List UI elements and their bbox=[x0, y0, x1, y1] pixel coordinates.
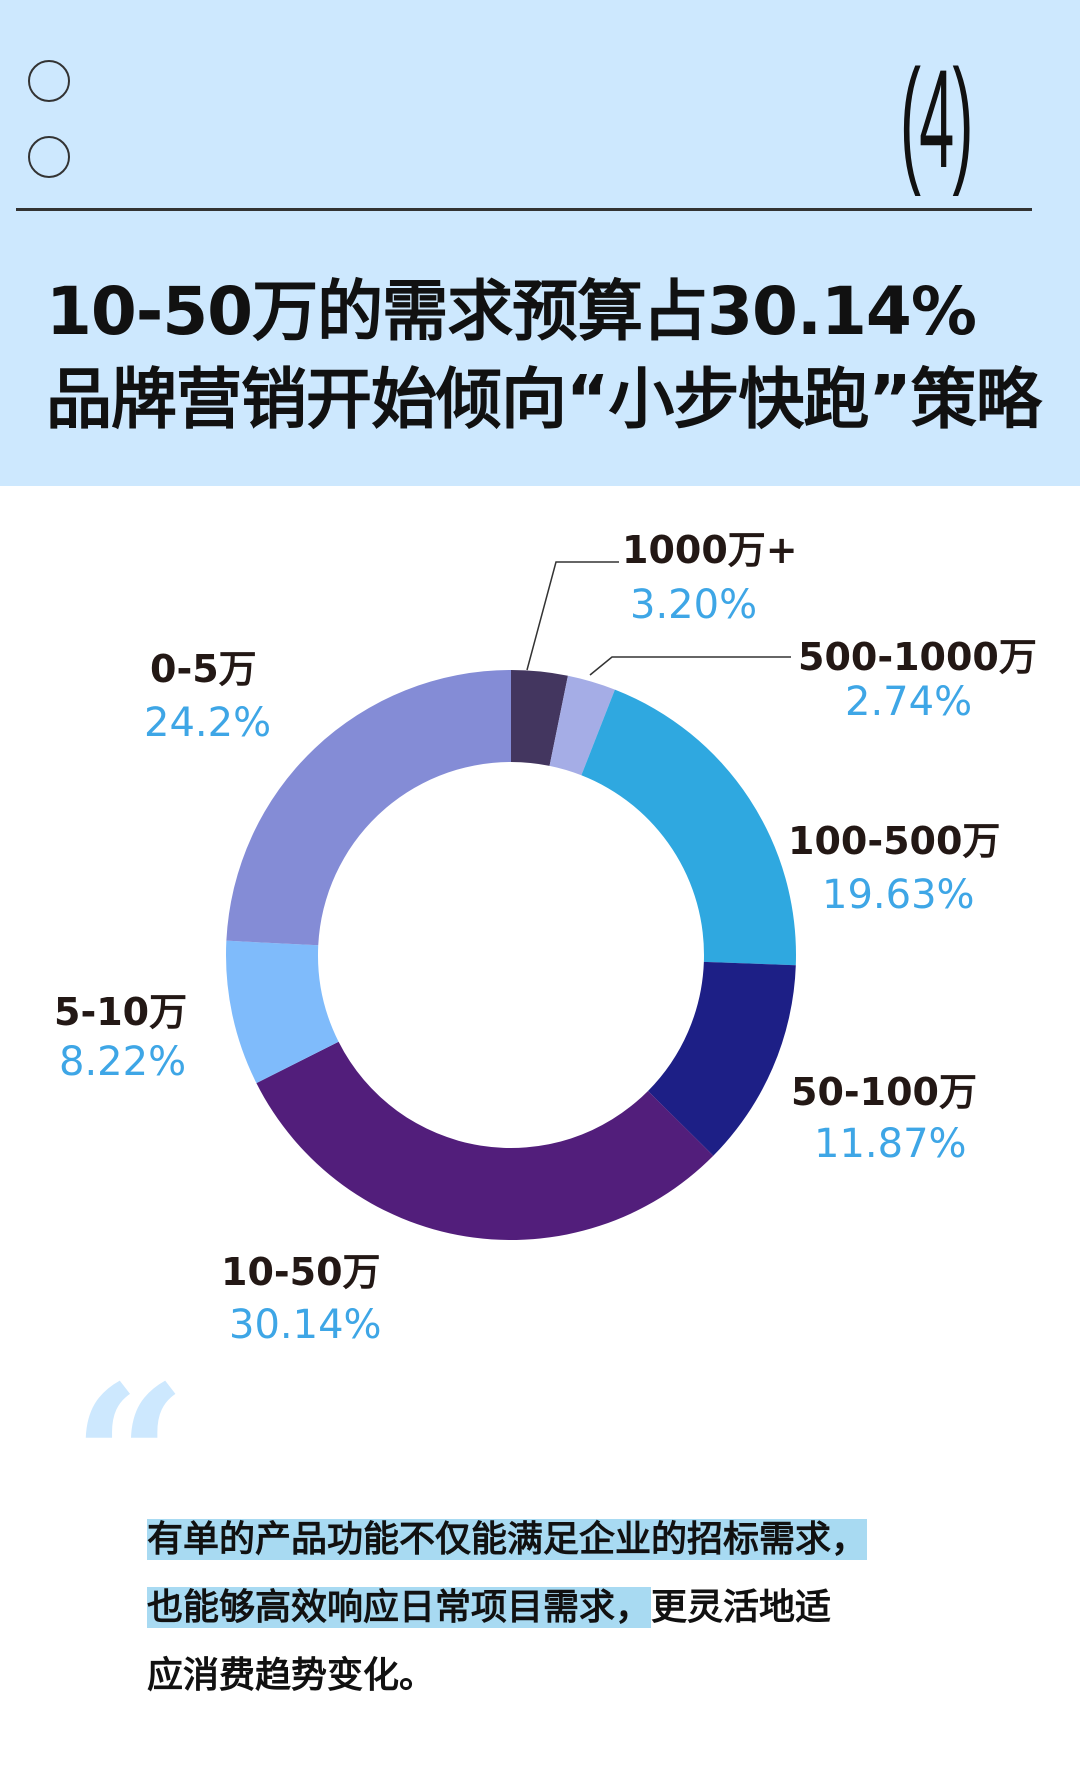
leader-line-500-1000 bbox=[589, 656, 791, 676]
donut-slice-6 bbox=[226, 670, 511, 946]
donut-slice-1 bbox=[549, 675, 615, 776]
quote-line-2-highlight: 也能够高效响应日常项目需求， bbox=[147, 1587, 652, 1628]
label-500-1000: 500-1000万 bbox=[798, 635, 1037, 679]
quote-line-2-rest: 更灵活地适 bbox=[651, 1587, 832, 1628]
value-100-500: 19.63% bbox=[822, 872, 975, 918]
value-10-50: 30.14% bbox=[229, 1302, 382, 1348]
label-0-5: 0-5万 bbox=[150, 647, 257, 691]
quote-line-1-text: 有单的产品功能不仅能满足企业的招标需求， bbox=[147, 1519, 868, 1560]
value-1000plus: 3.20% bbox=[630, 582, 758, 628]
value-50-100: 11.87% bbox=[814, 1121, 967, 1167]
section-number: (4) bbox=[900, 40, 973, 197]
value-500-1000: 2.74% bbox=[845, 679, 973, 725]
page-title-line1: 10-50万的需求预算占30.14% bbox=[46, 273, 977, 350]
circle-icon bbox=[28, 136, 70, 178]
label-5-10: 5-10万 bbox=[54, 990, 188, 1034]
value-0-5: 24.2% bbox=[144, 700, 272, 746]
divider bbox=[16, 208, 1032, 211]
donut-slice-2 bbox=[581, 689, 796, 966]
value-5-10: 8.22% bbox=[59, 1039, 187, 1085]
label-1000plus: 1000万+ bbox=[622, 528, 798, 572]
circle-icon bbox=[28, 60, 70, 102]
leader-line-1000plus bbox=[526, 561, 619, 671]
quote-line-3: 应消费趋势变化。 bbox=[147, 1655, 436, 1696]
quote-line-1: 有单的产品功能不仅能满足企业的招标需求， bbox=[147, 1512, 868, 1568]
page-title-line2: 品牌营销开始倾向“小步快跑”策略 bbox=[46, 361, 1042, 438]
label-10-50: 10-50万 bbox=[221, 1250, 381, 1294]
donut-slice-5 bbox=[226, 940, 339, 1084]
label-50-100: 50-100万 bbox=[791, 1070, 977, 1114]
donut-chart bbox=[226, 561, 796, 1240]
quote-line-2: 也能够高效响应日常项目需求，更灵活地适 bbox=[147, 1580, 831, 1636]
label-100-500: 100-500万 bbox=[788, 819, 1001, 863]
donut-slice-0 bbox=[511, 670, 568, 766]
donut-slice-3 bbox=[647, 961, 796, 1156]
header-banner: (4) 10-50万的需求预算占30.14% 品牌营销开始倾向“小步快跑”策略 bbox=[0, 0, 1080, 486]
donut-slice-4 bbox=[256, 1041, 714, 1240]
